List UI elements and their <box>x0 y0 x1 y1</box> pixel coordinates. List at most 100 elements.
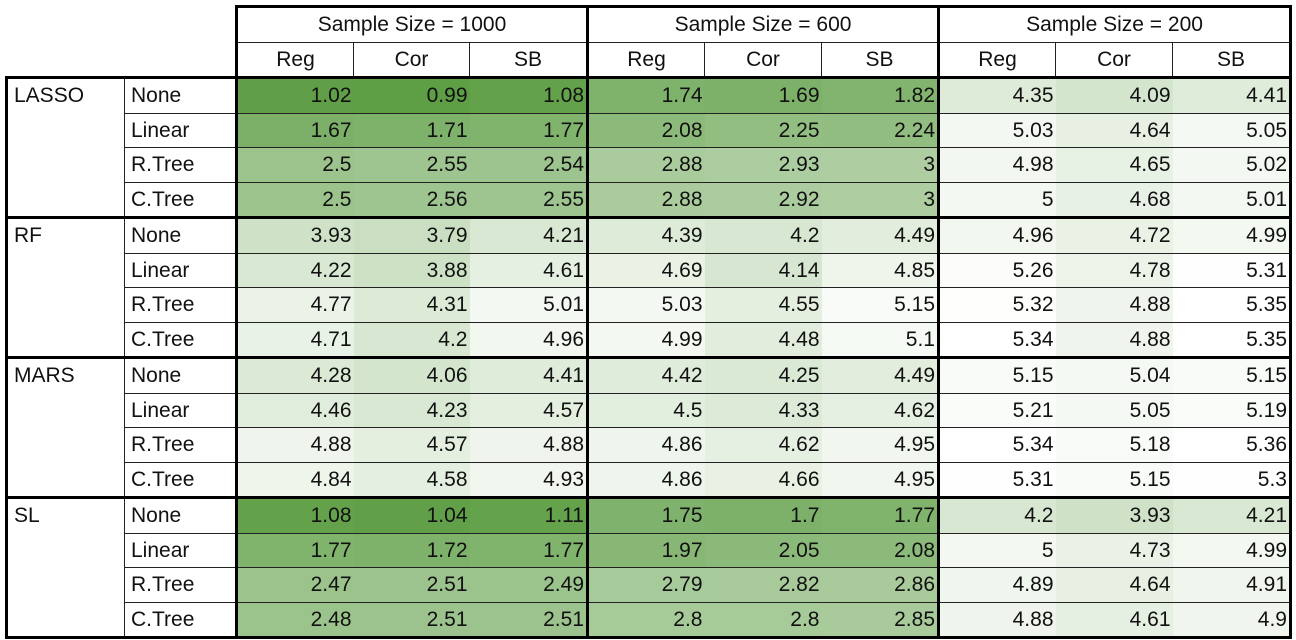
value-cell: 4.88 <box>469 427 588 463</box>
header-metric-cor: Cor <box>353 41 470 79</box>
table-row: R.Tree 2.5 2.55 2.54 2.88 2.93 3 4.98 4.65 5.02 <box>7 147 1292 183</box>
value-cell: 4.73 <box>1055 532 1173 568</box>
value-cell: 4.58 <box>353 461 470 499</box>
method-label: C.Tree <box>124 461 237 499</box>
value-cell: 5.04 <box>1055 356 1173 394</box>
value-cell: 4.28 <box>235 356 354 394</box>
table-row: C.Tree 4.71 4.2 4.96 4.99 4.48 5.1 5.34 4.88 5.35 <box>7 321 1292 359</box>
value-cell: 1.72 <box>353 532 470 568</box>
method-label: Linear <box>124 392 237 428</box>
value-cell: 4.35 <box>937 76 1056 114</box>
value-cell: 5.34 <box>937 427 1056 463</box>
header-metric-sb: SB <box>1172 41 1292 79</box>
value-cell: 4.99 <box>1172 216 1292 254</box>
method-label: C.Tree <box>124 321 237 359</box>
table-row: LASSO None 1.02 0.99 1.08 1.74 1.69 1.82 4.35 4.0… <box>5 76 1292 219</box>
header-metric-reg: Reg <box>937 41 1056 79</box>
corner-blank <box>6 42 125 78</box>
value-cell: 1.74 <box>586 76 705 114</box>
value-cell: 5 <box>937 181 1056 219</box>
method-label: R.Tree <box>124 567 237 603</box>
value-cell: 5.1 <box>821 321 939 359</box>
method-label: R.Tree <box>124 147 237 183</box>
value-cell: 2.79 <box>586 567 705 603</box>
value-cell: 4.21 <box>469 216 588 254</box>
method-label: C.Tree <box>124 601 237 639</box>
value-cell: 5.02 <box>1172 147 1292 183</box>
value-cell: 4.77 <box>235 287 354 323</box>
value-cell: 2.47 <box>235 567 354 603</box>
table-body: LASSO None 1.02 0.99 1.08 1.74 1.69 1.82 4.35 4.0… <box>5 76 1292 639</box>
value-cell: 5.15 <box>821 287 939 323</box>
value-cell: 5.3 <box>1172 461 1292 499</box>
value-cell: 4.57 <box>353 427 470 463</box>
value-cell: 4.21 <box>1172 496 1292 534</box>
value-cell: 5.05 <box>1055 392 1173 428</box>
results-table: Sample Size = 1000 Sample Size = 600 Sam… <box>5 5 1292 639</box>
table-row: Linear 4.22 3.88 4.61 4.69 4.14 4.85 5.26 4.78 5.… <box>7 252 1292 288</box>
value-cell: 1.11 <box>469 496 588 534</box>
value-cell: 4.25 <box>704 356 822 394</box>
table-row: Linear 1.67 1.71 1.77 2.08 2.25 2.24 5.03 4.64 5.… <box>7 112 1292 148</box>
value-cell: 2.86 <box>821 567 939 603</box>
value-cell: 1.04 <box>353 496 470 534</box>
value-cell: 4.99 <box>586 321 705 359</box>
method-label: Linear <box>124 252 237 288</box>
value-cell: 4.86 <box>586 461 705 499</box>
value-cell: 4.39 <box>586 216 705 254</box>
header-sample-size-600: Sample Size = 600 <box>586 5 939 43</box>
table-row: C.Tree 2.5 2.56 2.55 2.88 2.92 3 5 4.68 5.01 <box>7 181 1292 219</box>
value-cell: 1.75 <box>586 496 705 534</box>
value-cell: 5.05 <box>1172 112 1292 148</box>
value-cell: 5.01 <box>1172 181 1292 219</box>
header-metric-cor: Cor <box>704 41 822 79</box>
value-cell: 5.31 <box>937 461 1056 499</box>
method-label: Linear <box>124 532 237 568</box>
value-cell: 4.69 <box>586 252 705 288</box>
table-row: RF None 3.93 3.79 4.21 4.39 4.2 4.49 4.96 4.72 4.9… <box>5 216 1292 359</box>
value-cell: 5.15 <box>1172 356 1292 394</box>
value-cell: 4.91 <box>1172 567 1292 603</box>
value-cell: 4.88 <box>937 601 1056 639</box>
method-label: R.Tree <box>124 287 237 323</box>
method-label: None <box>124 356 237 394</box>
value-cell: 1.69 <box>704 76 822 114</box>
method-label: Linear <box>124 112 237 148</box>
value-cell: 4.64 <box>1055 567 1173 603</box>
value-cell: 4.66 <box>704 461 822 499</box>
value-cell: 4.71 <box>235 321 354 359</box>
value-cell: 1.77 <box>821 496 939 534</box>
method-label: C.Tree <box>124 181 237 219</box>
corner-blank <box>124 42 237 78</box>
value-cell: 4.31 <box>353 287 470 323</box>
header-row-sample-sizes: Sample Size = 1000 Sample Size = 600 Sam… <box>6 5 1292 43</box>
value-cell: 4.72 <box>1055 216 1173 254</box>
value-cell: 5.35 <box>1172 321 1292 359</box>
value-cell: 4.49 <box>821 356 939 394</box>
value-cell: 2.55 <box>469 181 588 219</box>
table-row: R.Tree 4.88 4.57 4.88 4.86 4.62 4.95 5.34 5.18 5.… <box>7 427 1292 463</box>
value-cell: 3.88 <box>353 252 470 288</box>
method-label: R.Tree <box>124 427 237 463</box>
header-metric-reg: Reg <box>235 41 354 79</box>
header-metric-sb: SB <box>469 41 588 79</box>
value-cell: 4.95 <box>821 427 939 463</box>
value-cell: 5.32 <box>937 287 1056 323</box>
value-cell: 5.34 <box>937 321 1056 359</box>
value-cell: 5.15 <box>937 356 1056 394</box>
value-cell: 3.93 <box>235 216 354 254</box>
value-cell: 4.88 <box>1055 321 1173 359</box>
table-row: SL None 1.08 1.04 1.11 1.75 1.7 1.77 4.2 3.93 4.21 <box>5 496 1292 639</box>
value-cell: 1.08 <box>469 76 588 114</box>
header-row-metrics: Reg Cor SB Reg Cor SB Reg Cor SB <box>6 41 1292 79</box>
value-cell: 4.61 <box>1055 601 1173 639</box>
value-cell: 1.77 <box>469 112 588 148</box>
corner-blank <box>6 6 125 42</box>
header-metric-sb: SB <box>821 41 939 79</box>
value-cell: 4.88 <box>235 427 354 463</box>
value-cell: 2.05 <box>704 532 822 568</box>
value-cell: 4.49 <box>821 216 939 254</box>
value-cell: 1.77 <box>235 532 354 568</box>
value-cell: 5.03 <box>586 287 705 323</box>
value-cell: 2.55 <box>353 147 470 183</box>
